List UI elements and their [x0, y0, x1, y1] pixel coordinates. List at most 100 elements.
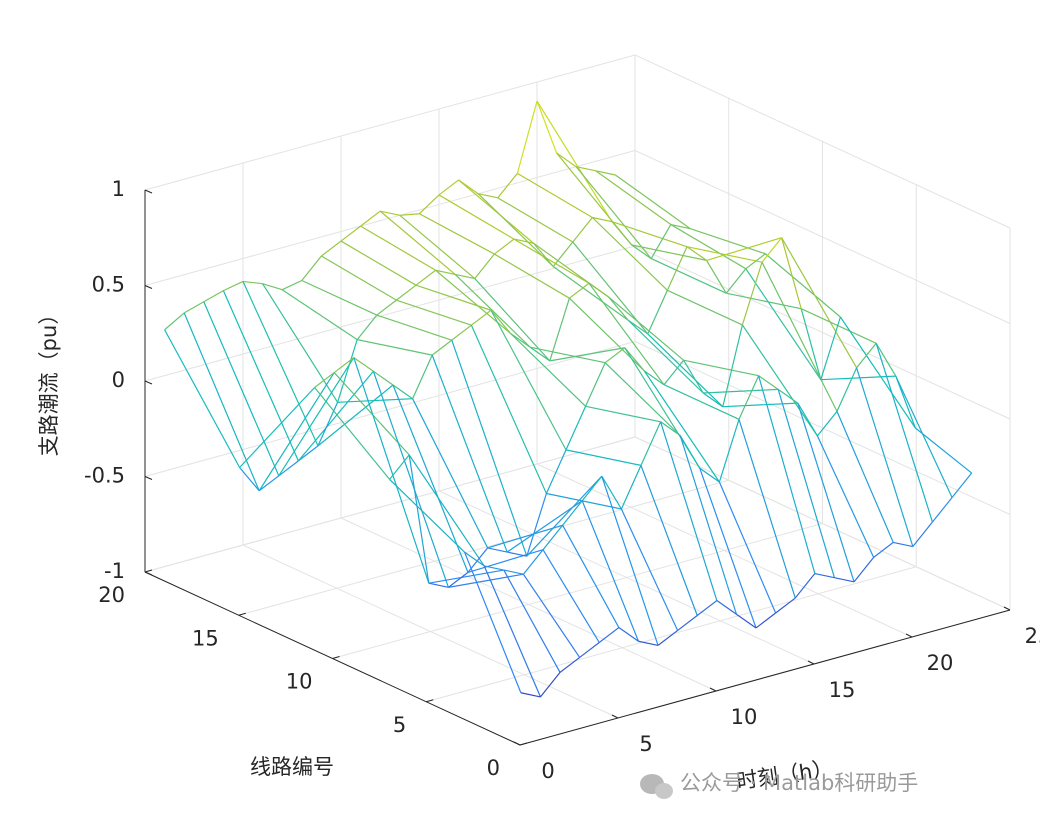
mesh-row-segment	[706, 260, 727, 294]
mesh-column-segment	[353, 357, 430, 584]
x-tick	[513, 741, 521, 746]
mesh-row-segment	[301, 255, 322, 281]
mesh-column-segment	[565, 449, 642, 466]
mesh-column-segment	[601, 476, 659, 646]
mesh-row-segment	[755, 612, 777, 629]
mesh-row-segment	[631, 244, 652, 260]
mesh-row-segment	[464, 551, 485, 567]
mesh-row-segment	[526, 493, 547, 557]
mesh-column-segment	[741, 324, 818, 437]
grid-line	[634, 436, 1011, 611]
mesh-row-segment	[931, 497, 953, 523]
mesh-column-segment	[392, 384, 469, 573]
y-tick	[144, 569, 153, 573]
mesh-column-segment	[357, 339, 433, 356]
mesh-row-segment	[380, 210, 400, 216]
mesh-column-segment	[800, 308, 877, 344]
mesh-row-segment	[490, 309, 512, 334]
mesh-column-segment	[591, 217, 668, 291]
mesh-column-segment	[483, 565, 542, 698]
mesh-row-segment	[853, 556, 875, 583]
y-tick-label: 5	[393, 713, 406, 737]
y-tick-label: 15	[192, 626, 219, 650]
mesh-column-segment	[663, 384, 740, 420]
mesh-column-segment	[572, 241, 649, 335]
mesh-row-segment	[321, 240, 342, 257]
mesh-column-segment	[670, 224, 747, 270]
mesh-row-segment	[679, 435, 701, 469]
mesh-column-segment	[490, 309, 567, 451]
mesh-row-segment	[258, 475, 280, 492]
mesh-row-segment	[579, 642, 600, 658]
z-axis-label: 支路潮流（pu）	[37, 304, 61, 457]
mesh-row-segment	[510, 333, 531, 348]
z-tick-label: 0	[112, 368, 125, 392]
mesh-column-segment	[281, 289, 358, 341]
mesh-row-segment	[604, 347, 626, 364]
x-tick-label: 0	[541, 759, 554, 783]
mesh-row-segment	[497, 172, 518, 199]
mesh-column-segment	[643, 370, 720, 483]
mesh-column-segment	[836, 411, 894, 543]
mesh-column-segment	[360, 225, 436, 271]
mesh-row-segment	[569, 282, 590, 299]
x-tick-label: 10	[731, 705, 758, 729]
mesh-column-segment	[765, 253, 841, 318]
mesh-column-segment	[337, 398, 413, 403]
mesh-row-segment	[340, 225, 361, 242]
mesh-row-segment	[474, 253, 495, 279]
mesh-column-segment	[604, 362, 681, 436]
mesh-row-segment	[562, 500, 583, 526]
mesh-row-segment	[513, 238, 534, 244]
grid-line	[634, 245, 1011, 420]
mesh-row-segment	[797, 402, 818, 437]
mesh-row-segment	[536, 100, 558, 154]
grid-line	[426, 566, 917, 703]
mesh-column-segment	[438, 194, 515, 240]
mesh-column-segment	[497, 197, 574, 243]
mesh-row-segment	[448, 571, 469, 588]
mesh-row-segment	[484, 565, 504, 571]
mesh-row-segment	[722, 324, 743, 407]
mesh-row-segment	[539, 672, 561, 698]
mesh-column-segment	[549, 347, 625, 362]
mesh-row-segment	[816, 411, 838, 437]
mesh-row-segment	[611, 221, 633, 246]
mesh-row-segment	[552, 241, 574, 267]
mesh-column-segment	[297, 370, 374, 462]
z-tick-label: -1	[104, 559, 125, 583]
mesh-row-segment	[856, 342, 877, 369]
mesh-row-segment	[666, 246, 688, 291]
mesh-row-segment	[376, 299, 397, 316]
mesh-row-segment	[373, 370, 394, 386]
mesh-row-segment	[360, 210, 381, 227]
mesh-column-segment	[781, 237, 858, 369]
mesh-row-segment	[431, 339, 453, 356]
mesh-row-segment	[696, 600, 718, 616]
mesh-row-segment	[223, 280, 244, 292]
mesh-row-segment	[644, 370, 665, 386]
mesh-row-segment	[650, 224, 672, 259]
mesh-column-segment	[758, 375, 816, 574]
mesh-row-segment	[781, 237, 802, 309]
mesh-row-segment	[559, 656, 581, 673]
mesh-column-segment	[588, 282, 665, 386]
mesh-row-segment	[455, 273, 475, 280]
x-tick	[709, 687, 717, 692]
mesh-row-segment	[333, 357, 355, 374]
x-axis	[519, 609, 1011, 746]
mesh-column-segment	[820, 375, 896, 381]
mesh-column-segment	[372, 371, 449, 588]
grid-line	[332, 523, 823, 659]
mesh-row-segment	[471, 309, 492, 326]
mesh-column-segment	[278, 357, 355, 477]
mesh-row-segment	[164, 312, 185, 331]
y-tick	[332, 656, 340, 659]
mesh-row-segment	[337, 339, 358, 403]
mesh-row-segment	[389, 454, 410, 480]
mesh-column-segment	[608, 296, 684, 361]
grid-line	[238, 479, 729, 616]
mesh-row-segment	[627, 319, 649, 335]
mesh-row-segment	[775, 597, 796, 614]
mesh-row-segment	[203, 290, 224, 303]
